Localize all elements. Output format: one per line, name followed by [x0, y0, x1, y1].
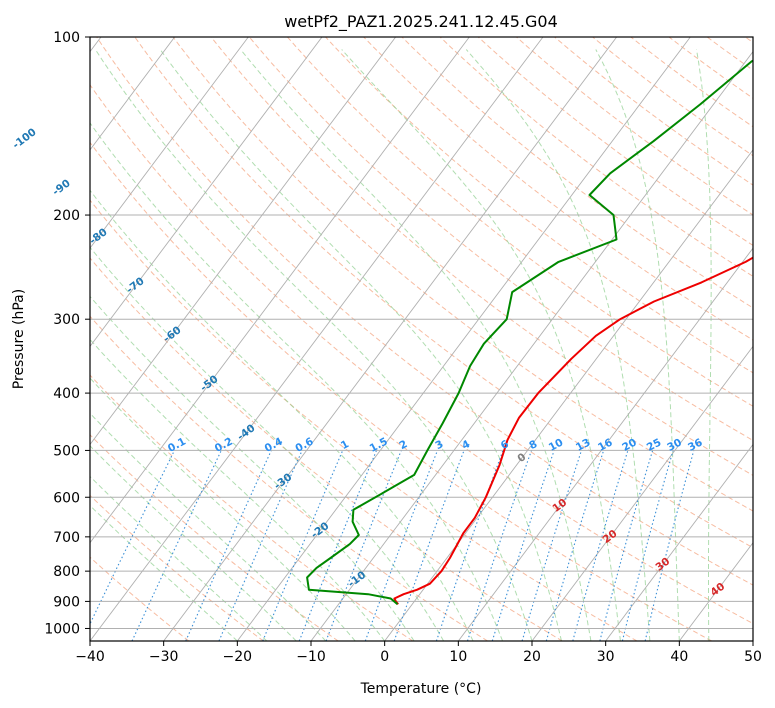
mixing-ratio-line	[364, 450, 439, 641]
series-layer	[306, 59, 753, 605]
x-tick-label: −40	[75, 649, 105, 665]
mixing-ratio-line	[545, 450, 605, 641]
mixing-ratio-line	[572, 450, 629, 641]
dry-adiabat	[516, 37, 753, 216]
isotherm	[531, 345, 753, 641]
dry-adiabat	[592, 37, 753, 157]
mixing-ratio-line	[262, 450, 344, 641]
y-tick-label: 200	[53, 208, 80, 224]
dry-adiabat	[325, 37, 753, 374]
x-tick-label: 30	[597, 649, 615, 665]
dry-adiabat	[90, 374, 414, 641]
mixing-ratio-line	[644, 450, 695, 641]
x-tick-label: −10	[296, 649, 326, 665]
mixing-ratio-line	[185, 450, 272, 641]
dry-adiabat	[90, 494, 264, 641]
dewpoint-line	[306, 59, 753, 605]
y-tick-label: 400	[53, 386, 80, 402]
moist-adiabat	[696, 49, 712, 641]
isotherm	[90, 37, 470, 544]
plot-frame	[89, 36, 754, 642]
moist-adiabat	[159, 49, 562, 641]
x-tick-label: −20	[223, 649, 253, 665]
temperature-line	[393, 256, 753, 605]
dry-adiabat	[287, 37, 753, 407]
y-tick-label: 300	[53, 312, 80, 328]
x-tick-label: −30	[149, 649, 179, 665]
y-axis-ticks: 100 200 300 400 500 600 700 800 900 1000	[44, 30, 90, 637]
x-axis-ticks: −40 −30 −20 −10 0 10 20 30 40 50	[75, 641, 762, 665]
y-tick-label: 800	[53, 564, 80, 580]
moist-adiabat	[595, 49, 680, 641]
isotherm	[236, 37, 691, 641]
moist-adiabat	[90, 475, 268, 641]
dry-adiabat	[90, 83, 753, 625]
y-tick-label: 100	[53, 30, 80, 46]
mixing-ratio-line	[521, 450, 583, 641]
background-lines	[90, 37, 753, 641]
x-tick-label: 40	[670, 649, 688, 665]
x-tick-label: 50	[744, 649, 762, 665]
isotherm	[90, 37, 176, 151]
isotherm	[457, 247, 753, 641]
dry-adiabat	[90, 199, 638, 641]
x-tick-label: 10	[449, 649, 467, 665]
mixing-ratio-line	[621, 450, 674, 641]
dry-adiabat	[401, 37, 753, 309]
mixing-ratio-line	[393, 450, 465, 641]
isotherm	[90, 37, 544, 641]
chart-title: wetPf2_PAZ1.2025.241.12.45.G04	[284, 12, 558, 32]
isotherm	[163, 37, 618, 641]
x-axis-label: Temperature (°C)	[360, 681, 482, 697]
moist-adiabat	[465, 49, 651, 641]
dry-adiabat	[439, 37, 753, 277]
y-tick-label: 500	[53, 443, 80, 459]
y-tick-label: 700	[53, 530, 80, 546]
x-tick-label: 20	[523, 649, 541, 665]
isotherm	[90, 37, 249, 249]
mixing-ratio-line	[218, 450, 303, 641]
isotherm	[90, 37, 323, 348]
y-tick-label: 900	[53, 594, 80, 610]
moist-adiabat	[94, 49, 533, 641]
moist-adiabat	[90, 189, 474, 641]
isotherm	[90, 37, 397, 446]
mixing-ratio-line	[298, 450, 378, 641]
moist-adiabat	[90, 445, 297, 641]
dry-adiabat	[90, 257, 563, 641]
dry-adiabat	[477, 37, 753, 246]
moist-adiabat	[341, 49, 621, 641]
y-tick-label: 1000	[44, 621, 80, 637]
y-axis-label: Pressure (hPa)	[11, 289, 27, 389]
moist-adiabat	[90, 246, 445, 641]
isotherm	[605, 443, 753, 641]
dry-adiabat	[134, 37, 753, 549]
x-tick-label: 0	[380, 649, 389, 665]
y-tick-label: 600	[53, 490, 80, 506]
mixing-ratio-line	[466, 450, 533, 641]
dry-adiabat	[96, 37, 753, 586]
mixing-ratio-line	[491, 450, 555, 641]
isotherm	[310, 50, 753, 641]
moist-adiabat	[240, 49, 592, 641]
moist-adiabat	[90, 377, 356, 641]
mixing-ratio-line	[435, 450, 504, 641]
mixing-ratio-line	[599, 450, 654, 641]
mixing-ratio-line	[325, 450, 402, 641]
